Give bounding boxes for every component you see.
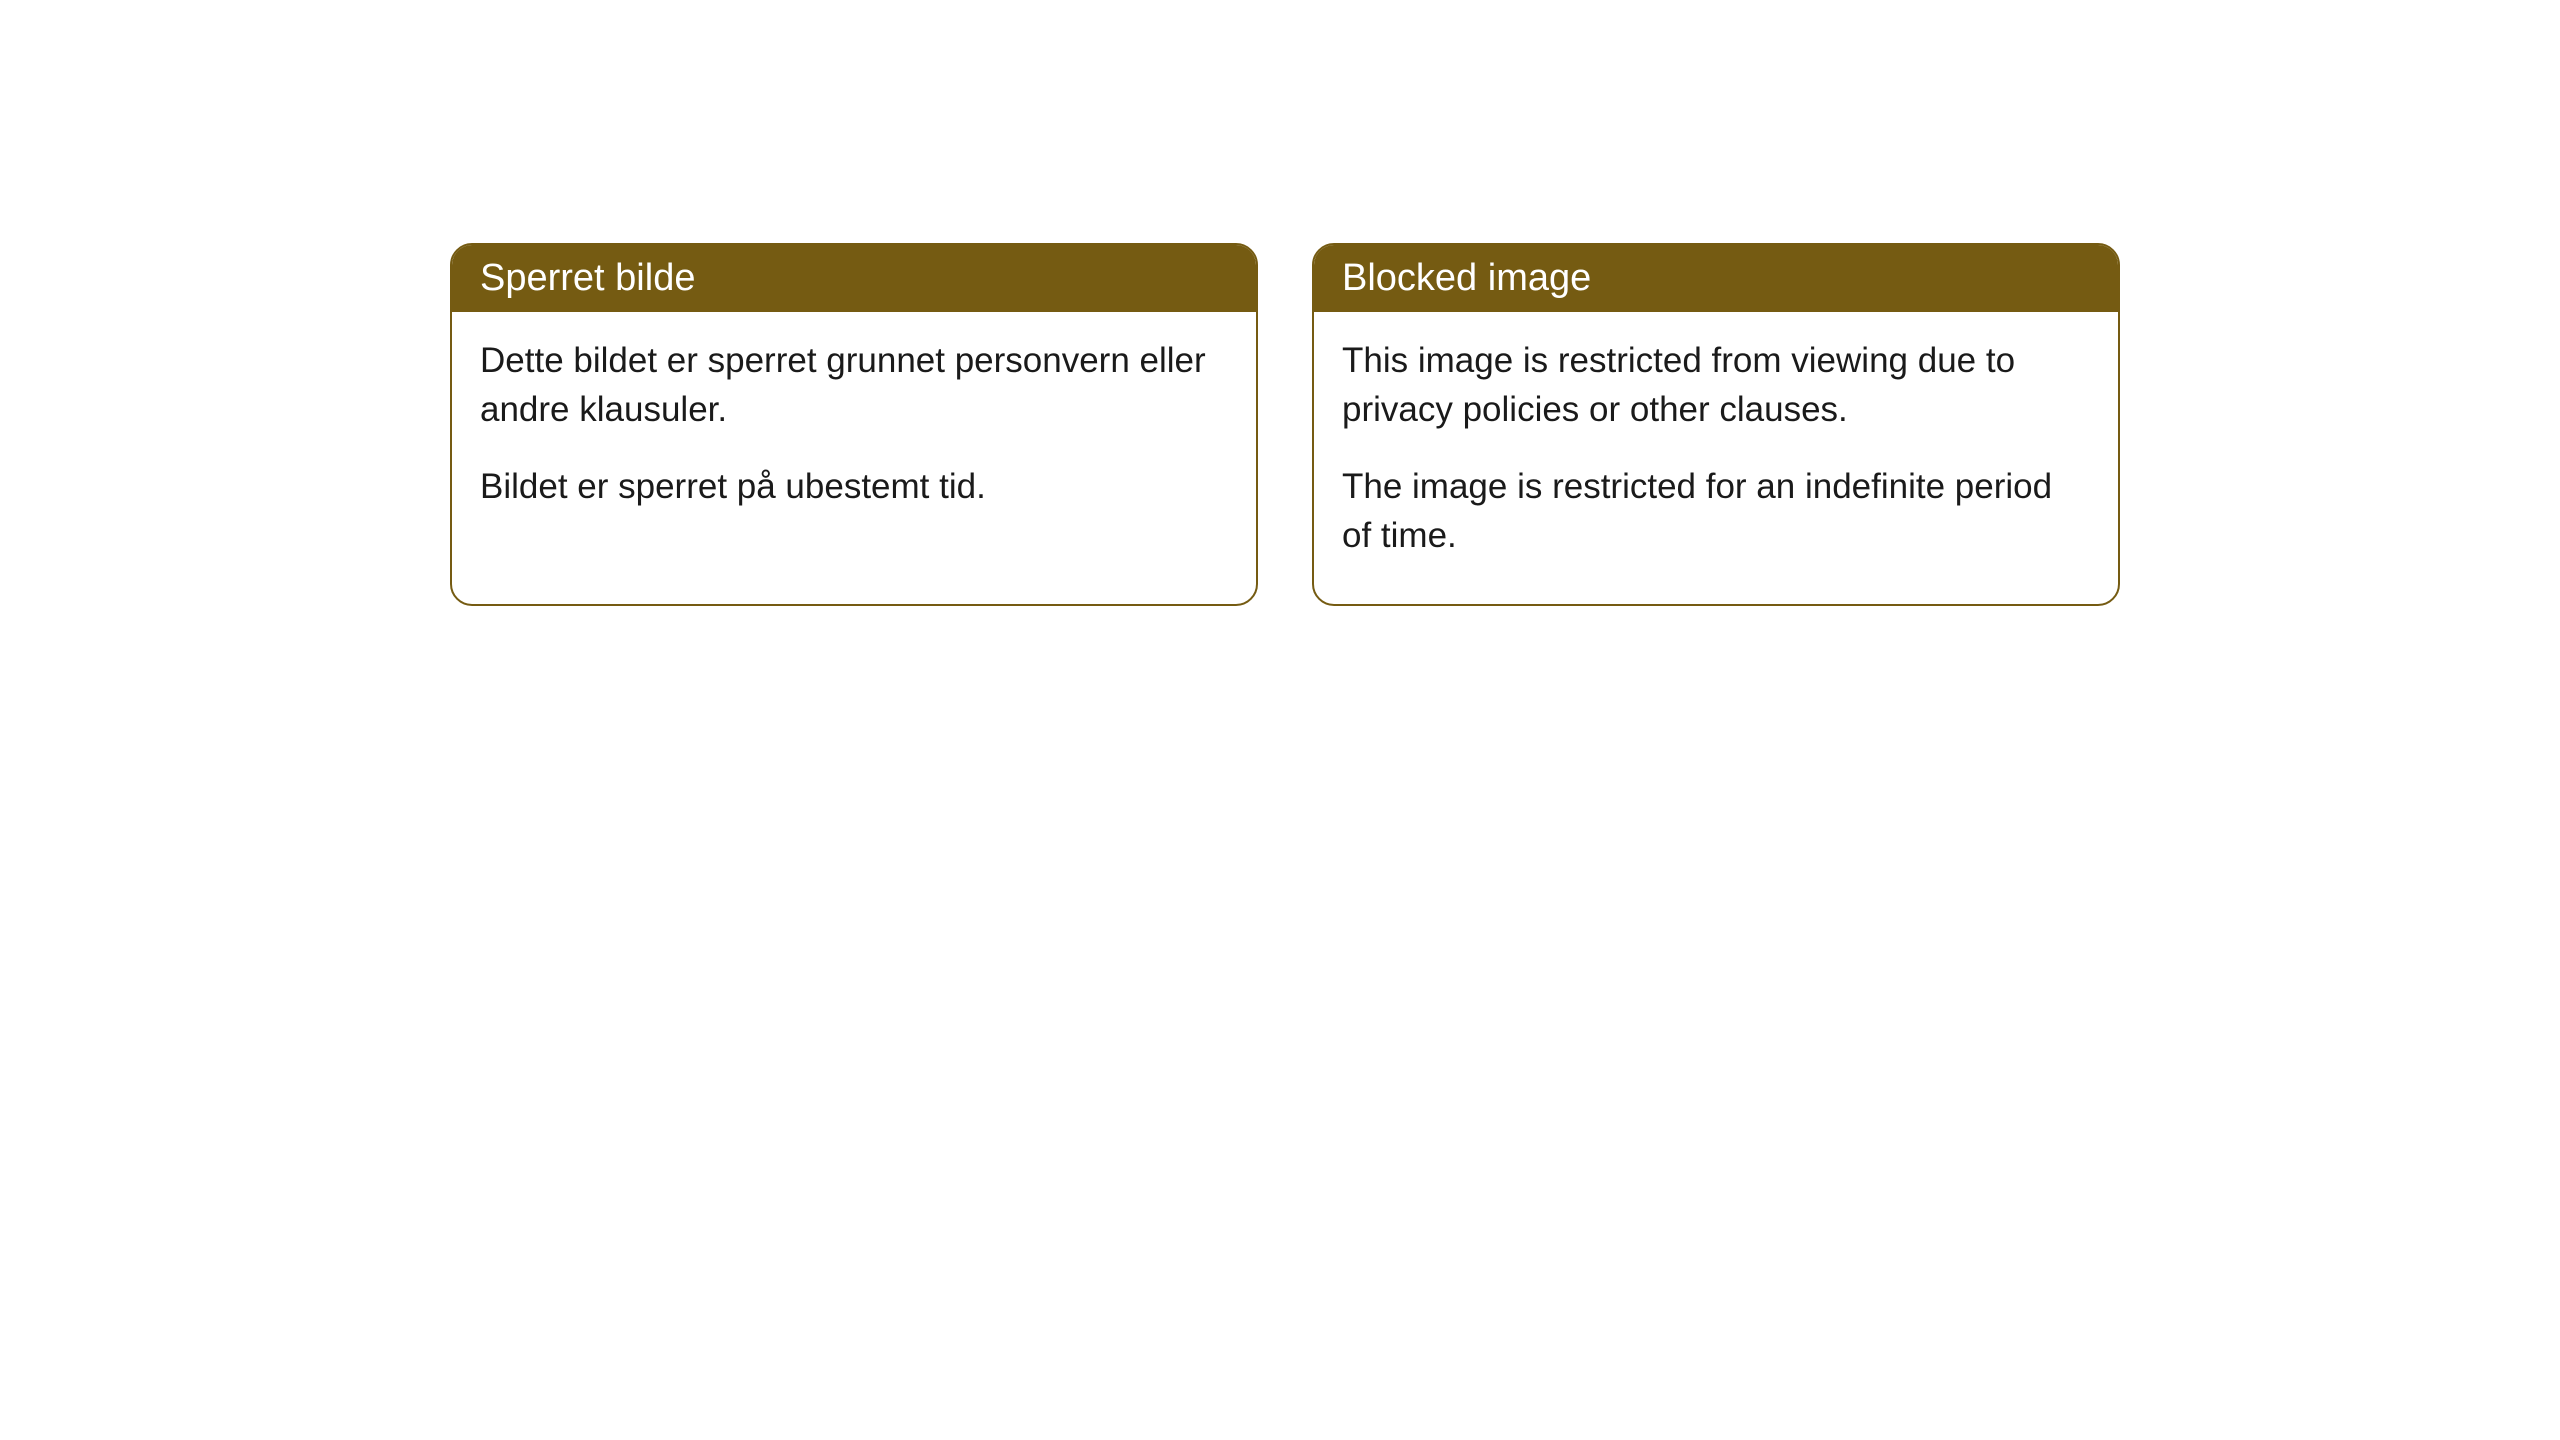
- notice-cards-container: Sperret bilde Dette bildet er sperret gr…: [450, 243, 2120, 606]
- card-title-english: Blocked image: [1342, 257, 1591, 299]
- card-paragraph-2-english: The image is restricted for an indefinit…: [1342, 462, 2090, 560]
- card-header-norwegian: Sperret bilde: [452, 245, 1256, 312]
- card-body-english: This image is restricted from viewing du…: [1314, 312, 2118, 604]
- card-body-norwegian: Dette bildet er sperret grunnet personve…: [452, 312, 1256, 555]
- card-header-english: Blocked image: [1314, 245, 2118, 312]
- card-paragraph-2-norwegian: Bildet er sperret på ubestemt tid.: [480, 462, 1228, 511]
- card-paragraph-1-norwegian: Dette bildet er sperret grunnet personve…: [480, 336, 1228, 434]
- blocked-image-card-norwegian: Sperret bilde Dette bildet er sperret gr…: [450, 243, 1258, 606]
- blocked-image-card-english: Blocked image This image is restricted f…: [1312, 243, 2120, 606]
- card-title-norwegian: Sperret bilde: [480, 257, 695, 299]
- card-paragraph-1-english: This image is restricted from viewing du…: [1342, 336, 2090, 434]
